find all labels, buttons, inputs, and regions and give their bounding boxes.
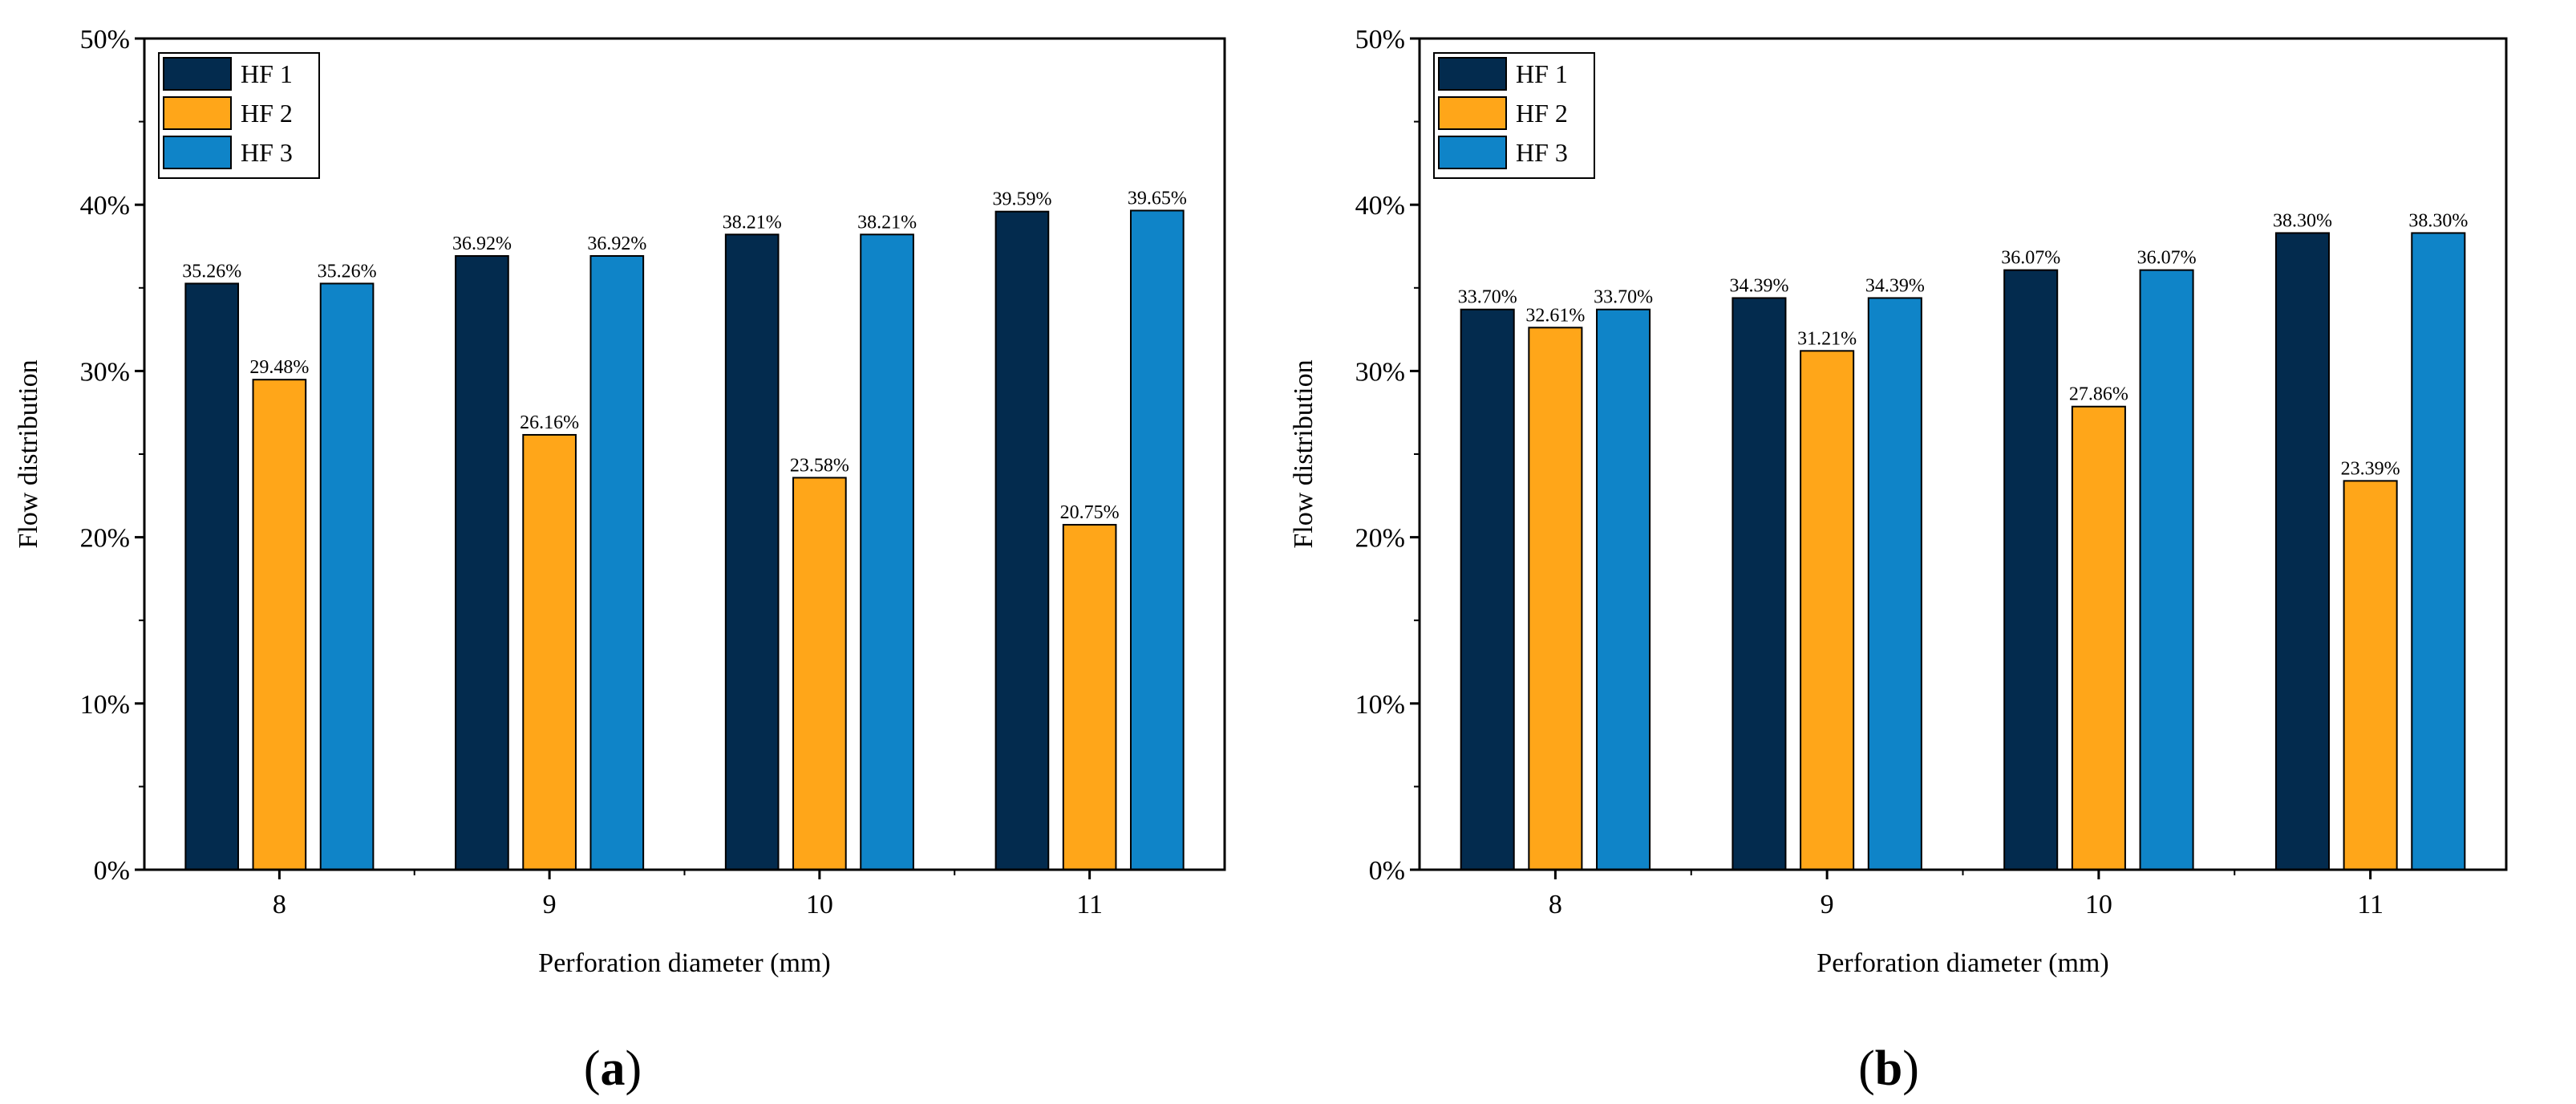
- bar-label: 38.21%: [723, 212, 782, 233]
- bar-hf3-8: [1596, 308, 1651, 871]
- x-tick-label: 10: [806, 890, 833, 919]
- y-axis-title: Flow distribution: [14, 359, 43, 548]
- bar-label: 36.92%: [587, 233, 646, 254]
- x-tick-label: 9: [1821, 890, 1834, 919]
- y-tick-label: 20%: [1355, 524, 1405, 554]
- y-tick-label: 10%: [1355, 690, 1405, 720]
- bar-label: 35.26%: [318, 261, 377, 282]
- bar-label: 38.30%: [2408, 210, 2468, 231]
- bar-hf1-9: [455, 255, 509, 871]
- bar-hf1-10: [2003, 269, 2059, 871]
- legend-swatch: [163, 96, 232, 130]
- x-tick-label: 8: [273, 890, 286, 919]
- bar-label: 33.70%: [1458, 287, 1517, 308]
- bar-label: 23.58%: [790, 455, 849, 476]
- panel-label-b-letter: b: [1875, 1041, 1902, 1096]
- legend-label: HF 1: [1516, 59, 1568, 88]
- bar-hf2-9: [522, 433, 577, 871]
- legend-swatch: [1438, 136, 1507, 169]
- bar-hf3-9: [589, 255, 645, 871]
- panel-label-a: (a): [584, 1041, 642, 1096]
- bar-label: 20.75%: [1060, 502, 1120, 523]
- y-tick-label: 50%: [1355, 25, 1405, 55]
- legend-label: HF 3: [1516, 138, 1568, 167]
- bar-hf3-11: [1129, 209, 1185, 871]
- bar-hf2-8: [252, 379, 307, 871]
- bar-hf3-8: [319, 282, 375, 871]
- panel-label-a-open: (: [584, 1041, 601, 1096]
- bar-hf1-11: [2274, 232, 2330, 871]
- x-tick-label: 11: [1076, 890, 1103, 919]
- y-tick-label: 10%: [80, 690, 130, 720]
- bar-hf2-8: [1528, 327, 1583, 871]
- x-axis-title: Perforation diameter (mm): [538, 948, 830, 978]
- legend-swatch: [1438, 96, 1507, 130]
- panel-label-a-close: ): [626, 1041, 642, 1096]
- bar-hf1-10: [724, 233, 780, 871]
- panel-label-b: (b): [1858, 1041, 1919, 1096]
- chart-panel-a: 35.26% 36.92% 38.21% 39.59% 29.48% 26.16% 23.5…: [14, 25, 1226, 978]
- legend-swatch: [1438, 57, 1507, 91]
- y-tick-label: 40%: [80, 191, 130, 221]
- x-tick-label: 10: [2085, 890, 2112, 919]
- bar-label: 38.21%: [857, 212, 917, 233]
- bar-label: 32.61%: [1525, 305, 1585, 326]
- bar-label: 36.07%: [2137, 248, 2197, 269]
- bar-hf2-10: [792, 477, 847, 871]
- bar-label: 26.16%: [520, 412, 579, 433]
- bar-label: 34.39%: [1865, 275, 1925, 296]
- x-tick-label: 11: [2357, 890, 2384, 919]
- bar-hf1-8: [184, 282, 240, 871]
- legend-label: HF 2: [1516, 99, 1568, 128]
- legend-label: HF 1: [241, 59, 293, 88]
- bar-label: 36.07%: [2001, 248, 2060, 269]
- bar-label: 23.39%: [2341, 458, 2400, 479]
- legend-label: HF 3: [241, 138, 293, 167]
- y-tick-label: 0%: [1369, 856, 1405, 886]
- bar-hf2-10: [2071, 405, 2126, 871]
- bar-hf1-8: [1460, 308, 1515, 871]
- legend: HF 1 HF 2 HF 3: [1433, 52, 1595, 179]
- y-tick-label: 20%: [80, 524, 130, 554]
- bar-hf2-11: [1062, 524, 1117, 871]
- bar-hf2-11: [2343, 480, 2398, 871]
- bar-label: 38.30%: [2273, 210, 2332, 231]
- bar-hf3-9: [1867, 297, 1922, 871]
- bar-label: 33.70%: [1594, 287, 1653, 308]
- bar-hf3-10: [860, 233, 914, 871]
- bar-label: 27.86%: [2069, 384, 2128, 405]
- x-tick-label: 8: [1549, 890, 1562, 919]
- legend-label: HF 2: [241, 99, 293, 128]
- x-axis-title: Perforation diameter (mm): [1817, 948, 2108, 978]
- bar-label: 36.92%: [452, 233, 512, 254]
- bar-label: 34.39%: [1729, 275, 1788, 296]
- bar-label: 35.26%: [182, 261, 241, 282]
- y-tick-label: 30%: [80, 357, 130, 387]
- y-tick-label: 40%: [1355, 191, 1405, 221]
- panel-label-b-open: (: [1858, 1041, 1875, 1096]
- bar-hf2-9: [1800, 350, 1855, 871]
- bar-label: 39.59%: [992, 189, 1051, 210]
- bar-hf3-10: [2139, 269, 2194, 871]
- bar-label: 31.21%: [1797, 328, 1857, 349]
- legend: HF 1 HF 2 HF 3: [158, 52, 320, 179]
- x-tick-label: 9: [543, 890, 557, 919]
- chart-panel-b: 33.70% 34.39% 36.07% 38.30% 32.61% 31.21% 27.8…: [1289, 25, 2508, 978]
- bar-hf3-11: [2411, 232, 2466, 871]
- bar-label: 39.65%: [1128, 188, 1187, 209]
- y-axis-title: Flow distribution: [1289, 359, 1318, 548]
- y-tick-label: 0%: [94, 856, 130, 886]
- bar-label: 29.48%: [249, 357, 309, 378]
- y-tick-label: 50%: [80, 25, 130, 55]
- bar-hf1-11: [994, 210, 1050, 871]
- legend-swatch: [163, 136, 232, 169]
- panel-label-a-letter: a: [601, 1041, 626, 1096]
- y-tick-label: 30%: [1355, 357, 1405, 387]
- legend-swatch: [163, 57, 232, 91]
- bar-hf1-9: [1732, 297, 1787, 871]
- panel-label-b-close: ): [1902, 1041, 1919, 1096]
